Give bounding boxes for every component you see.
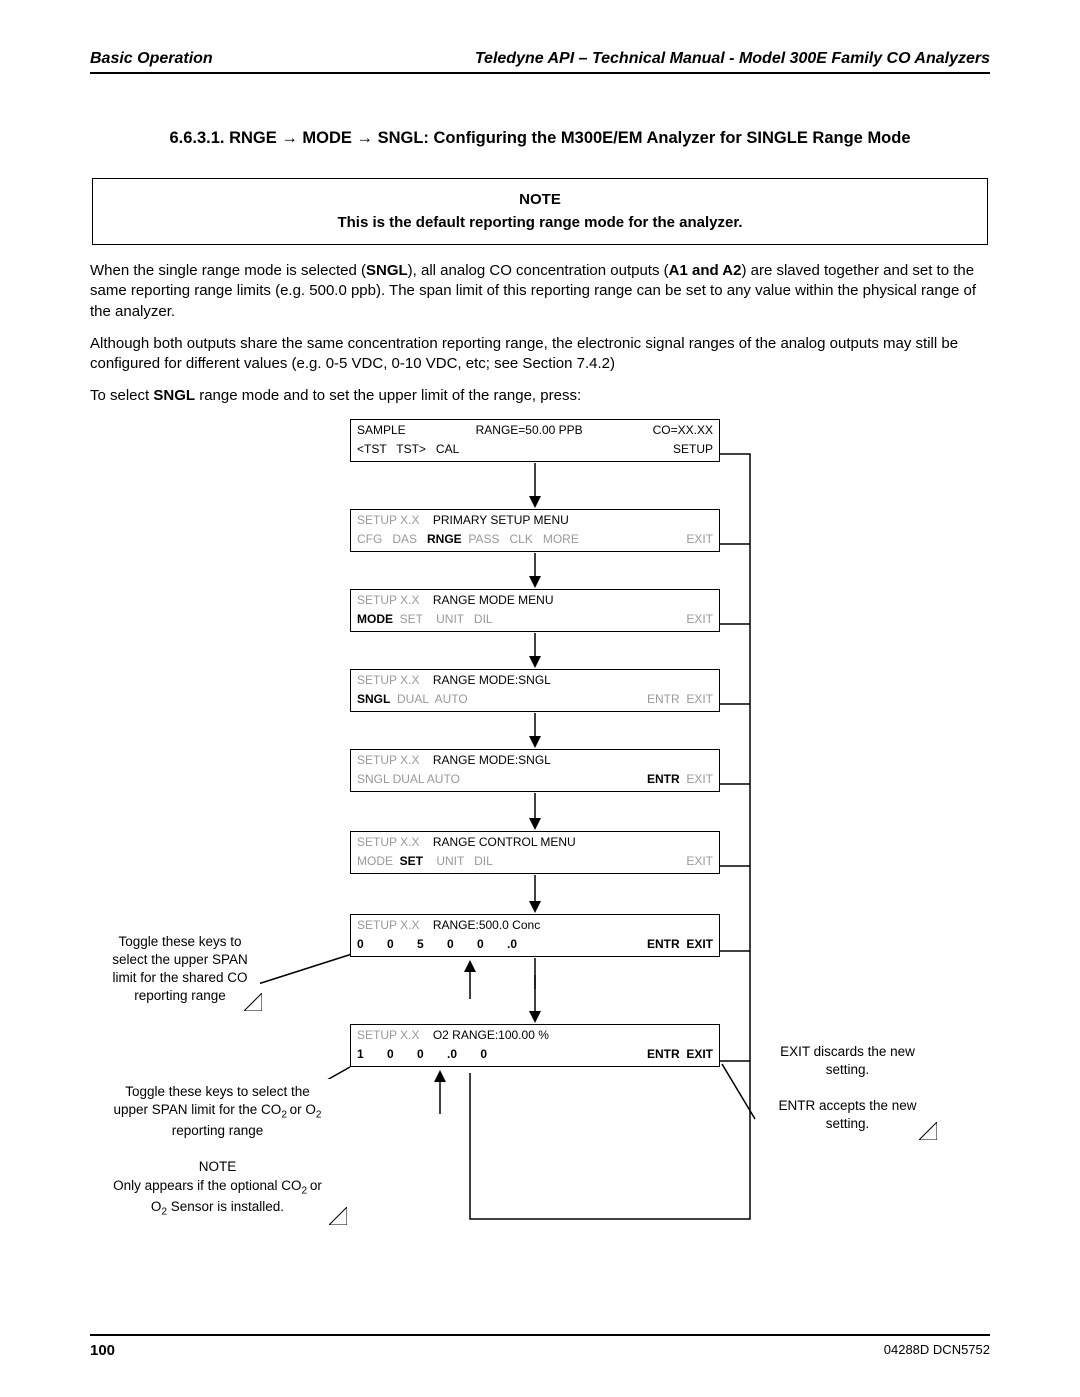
m3-buttons-left[interactable]: MODE SET UNIT DIL [357,612,493,628]
m5-buttons-right[interactable]: ENTR EXIT [647,772,713,788]
flowchart: SAMPLE RANGE=50.00 PPB CO=XX.XX <TST TST… [90,419,990,1269]
page-number: 100 [90,1342,115,1359]
menu-primary-setup: SETUP X.X PRIMARY SETUP MENU CFG DAS RNG… [350,509,720,552]
m8-buttons-right[interactable]: ENTR EXIT [647,1047,713,1063]
m7-buttons-left[interactable]: 0 0 5 0 0 .0 [357,937,517,953]
m1-title-left: SAMPLE [357,423,406,439]
menu-sample: SAMPLE RANGE=50.00 PPB CO=XX.XX <TST TST… [350,419,720,462]
menu-range-mode: SETUP X.X RANGE MODE MENU MODE SET UNIT … [350,589,720,632]
m1-buttons-left[interactable]: <TST TST> CAL [357,442,459,458]
header-left: Basic Operation [90,50,213,68]
paragraph-2: Although both outputs share the same con… [90,334,990,375]
paragraph-1: When the single range mode is selected (… [90,261,990,322]
m6-buttons-left[interactable]: MODE SET UNIT DIL [357,854,493,870]
callout-exit-entr: EXIT discards the new setting. ENTR acce… [760,1039,935,1138]
section-title: 6.6.3.1. RNGE → MODE → SNGL: Configuring… [90,129,990,148]
m2-buttons-left[interactable]: CFG DAS RNGE PASS CLK MORE [357,532,579,548]
m1-buttons-right[interactable]: SETUP [673,442,713,458]
header-right: Teledyne API – Technical Manual - Model … [475,50,990,68]
m5-buttons-left[interactable]: SNGL DUAL AUTO [357,772,460,788]
m8-buttons-left[interactable]: 1 0 0 .0 0 [357,1047,487,1063]
m1-title-right: CO=XX.XX [653,423,713,439]
m4-buttons-right[interactable]: ENTR EXIT [647,692,713,708]
page-header: Basic Operation Teledyne API – Technical… [90,50,990,74]
note-box: NOTE This is the default reporting range… [92,178,988,245]
m7-buttons-right[interactable]: ENTR EXIT [647,937,713,953]
menu-o2-range: SETUP X.X O2 RANGE:100.00 % 1 0 0 .0 0 E… [350,1024,720,1067]
m6-buttons-right[interactable]: EXIT [686,854,713,870]
callout-co-span: Toggle these keys to select the upper SP… [100,929,260,1010]
note-title: NOTE [105,189,975,212]
m3-buttons-right[interactable]: EXIT [686,612,713,628]
menu-range-control: SETUP X.X RANGE CONTROL MENU MODE SET UN… [350,831,720,874]
menu-range-mode-sngl-1: SETUP X.X RANGE MODE:SNGL SNGL DUAL AUTO… [350,669,720,712]
m2-buttons-right[interactable]: EXIT [686,532,713,548]
paragraph-3: To select SNGL range mode and to set the… [90,386,990,406]
callout-co2-o2-span: Toggle these keys to select the upper SP… [90,1079,345,1223]
note-body: This is the default reporting range mode… [105,212,975,235]
m1-title-mid: RANGE=50.00 PPB [476,423,583,439]
page-footer: 100 04288D DCN5752 [90,1334,990,1359]
menu-range-mode-sngl-2: SETUP X.X RANGE MODE:SNGL SNGL DUAL AUTO… [350,749,720,792]
m4-buttons-left[interactable]: SNGL DUAL AUTO [357,692,468,708]
menu-range-conc: SETUP X.X RANGE:500.0 Conc 0 0 5 0 0 .0 … [350,914,720,957]
document-code: 04288D DCN5752 [884,1342,990,1359]
